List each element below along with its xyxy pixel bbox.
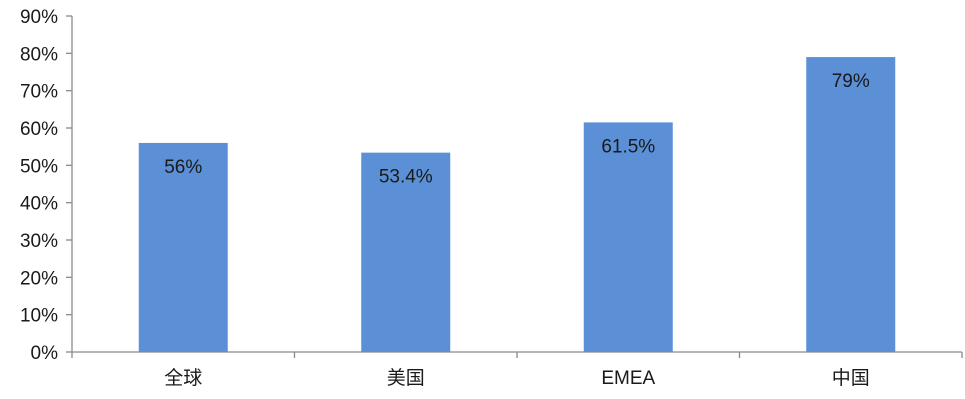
x-category-label: 全球 [164,367,202,389]
y-tick-label: 70% [20,82,58,103]
y-tick-label: 80% [20,44,58,65]
bar [806,57,896,353]
x-axis: 全球 美国 EMEA 中国 [71,351,963,389]
x-category-label: 美国 [387,367,425,389]
y-tick-label: 40% [20,194,58,215]
x-category-label: EMEA [601,368,655,389]
bar-value-label: 79% [832,71,870,92]
y-tick-label: 30% [20,231,58,252]
bar [138,142,228,352]
y-tick-label: 60% [20,119,58,140]
bar [361,152,451,352]
y-axis: 0% 10% 20% 30% 40% 50% 60% 70% 80% 90% [20,7,73,364]
x-category-label: 中国 [832,367,870,389]
y-tick-label: 90% [20,7,58,28]
bar-value-label: 56% [164,157,202,178]
bar-value-label: 61.5% [601,136,655,157]
bar [583,122,673,353]
y-tick-label: 0% [31,343,59,364]
bars [138,57,896,353]
y-tick-label: 20% [20,268,58,289]
bar-value-label: 53.4% [379,167,433,188]
data-labels: 56% 53.4% 61.5% 79% [164,71,870,188]
y-tick-label: 10% [20,306,58,327]
y-tick-label: 50% [20,156,58,177]
